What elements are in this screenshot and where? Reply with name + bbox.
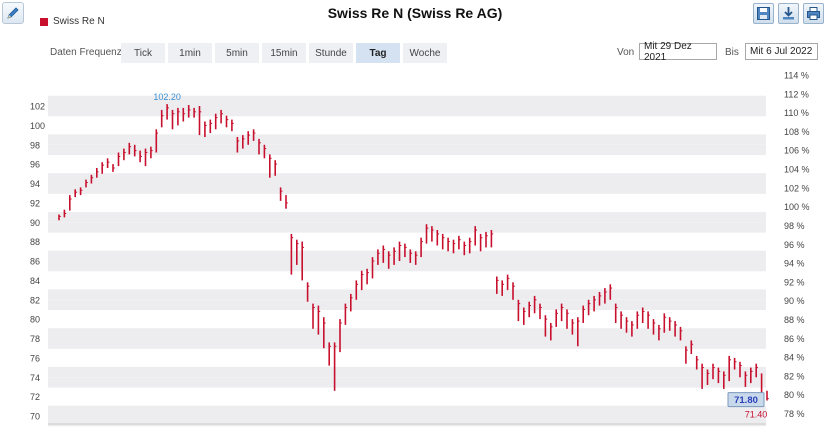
freq-tab-woche[interactable]: Woche <box>403 43 447 63</box>
last-price-badge <box>727 392 765 408</box>
y-left-tick-label: 94 <box>30 179 40 189</box>
y-right-tick-label: 94 % <box>784 259 805 269</box>
y-left-tick-label: 70 <box>30 412 40 422</box>
toolbar <box>753 3 824 24</box>
frequency-label: Daten Frequenz <box>50 47 122 58</box>
legend-label: Swiss Re N <box>53 16 105 27</box>
freq-tab-tag[interactable]: Tag <box>356 43 400 63</box>
y-right-tick-label: 80 % <box>784 390 805 400</box>
y-right-tick-label: 108 % <box>784 127 810 137</box>
legend-swatch <box>40 17 48 26</box>
y-left-tick-label: 102 <box>30 102 45 112</box>
y-right-tick-label: 98 % <box>784 221 805 231</box>
from-label: Von <box>617 47 635 58</box>
grid-band <box>48 211 766 223</box>
y-right-tick-label: 114 % <box>784 71 809 81</box>
frequency-tabs: Tick 1min 5min 15min Stunde Tag Woche <box>121 43 450 63</box>
chart-title: Swiss Re N (Swiss Re AG) <box>327 5 503 21</box>
y-left-tick-label: 86 <box>30 257 40 267</box>
grid-band <box>48 95 766 106</box>
y-left-tick-label: 90 <box>30 218 40 228</box>
edit-button[interactable] <box>2 2 24 24</box>
from-date-input[interactable]: Mit 29 Dez 2021 <box>639 41 717 63</box>
grid-band <box>48 405 766 416</box>
y-right-tick-label: 102 % <box>784 183 810 193</box>
grid-band <box>48 106 766 117</box>
grid-band <box>48 289 766 300</box>
to-date-input[interactable]: Mit 6 Jul 2022 <box>745 43 818 60</box>
y-right-tick-label: 82 % <box>784 371 805 381</box>
save-icon <box>757 7 770 20</box>
y-right-tick-label: 106 % <box>784 146 810 156</box>
y-left-tick-label: 78 <box>30 334 40 344</box>
download-icon <box>783 7 794 20</box>
grid-band <box>48 366 766 378</box>
y-right-tick-label: 112 % <box>784 89 809 99</box>
y-right-tick-label: 104 % <box>784 165 810 175</box>
y-left-tick-label: 92 <box>30 198 40 208</box>
y-right-tick-label: 78 % <box>784 409 805 419</box>
grid-band <box>48 328 766 339</box>
y-right-tick-label: 96 % <box>784 240 805 250</box>
y-left-tick-label: 98 <box>30 140 40 150</box>
grid-band <box>48 416 766 427</box>
freq-tab-15min[interactable]: 15min <box>262 43 306 63</box>
y-right-tick-label: 92 % <box>784 277 805 287</box>
grid-band <box>48 144 766 156</box>
pencil-icon <box>7 7 19 19</box>
to-label: Bis <box>725 47 739 58</box>
y-right-tick-label: 90 % <box>784 296 805 306</box>
y-left-tick-label: 76 <box>30 353 40 363</box>
y-left-tick-label: 96 <box>30 160 40 170</box>
save-button[interactable] <box>753 3 774 24</box>
grid-band <box>48 222 766 233</box>
y-right-tick-label: 110 % <box>784 108 809 118</box>
grid-band <box>48 183 766 194</box>
grid-band <box>48 299 766 311</box>
grid-band <box>48 338 766 349</box>
freq-tab-1min[interactable]: 1min <box>168 43 212 63</box>
y-left-tick-label: 84 <box>30 276 40 286</box>
grid-band <box>48 261 766 272</box>
y-left-tick-label: 80 <box>30 315 40 325</box>
low-annotation: 71.40 <box>745 409 768 419</box>
grid-band <box>48 250 766 261</box>
y-left-tick-label: 82 <box>30 295 40 305</box>
freq-tab-stunde[interactable]: Stunde <box>309 43 353 63</box>
freq-tab-5min[interactable]: 5min <box>215 43 259 63</box>
y-left-tick-label: 74 <box>30 373 40 383</box>
y-left-tick-label: 100 <box>30 121 45 131</box>
high-annotation: 102.20 <box>153 92 181 102</box>
grid-band <box>48 173 766 184</box>
print-icon <box>807 7 820 20</box>
grid-band <box>48 377 766 388</box>
y-right-tick-label: 100 % <box>784 202 810 212</box>
y-right-tick-label: 84 % <box>784 353 805 363</box>
grid-band <box>48 134 766 145</box>
y-right-tick-label: 88 % <box>784 315 805 325</box>
y-right-tick-label: 86 % <box>784 334 805 344</box>
print-button[interactable] <box>803 3 824 24</box>
freq-tab-tick[interactable]: Tick <box>121 43 165 63</box>
y-left-tick-label: 88 <box>30 237 40 247</box>
download-button[interactable] <box>778 3 799 24</box>
y-left-tick-label: 72 <box>30 392 40 402</box>
last-price-label: 71.80 <box>734 395 758 406</box>
legend: Swiss Re N <box>40 16 105 27</box>
